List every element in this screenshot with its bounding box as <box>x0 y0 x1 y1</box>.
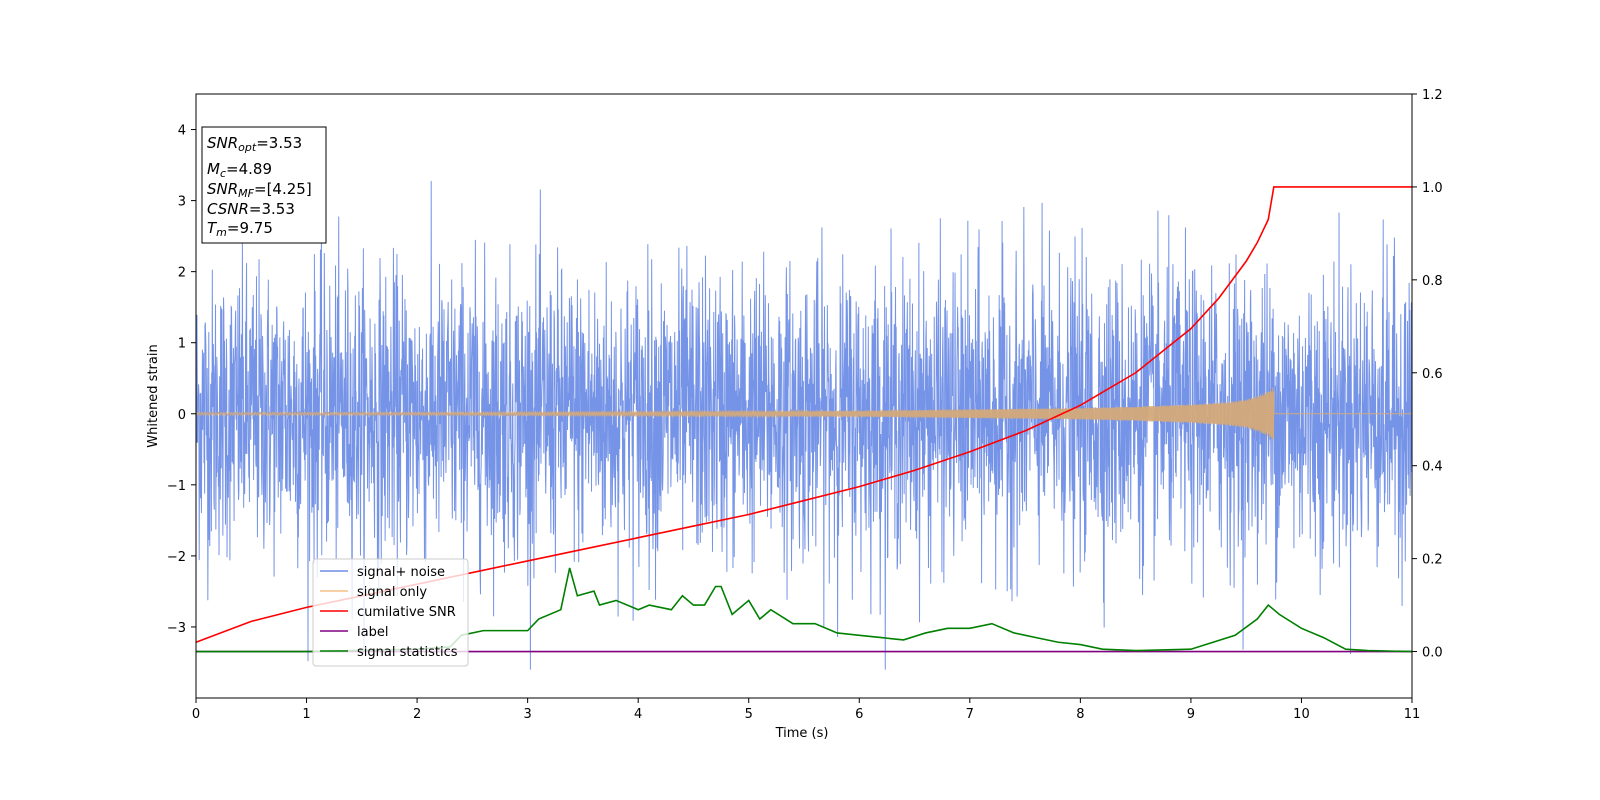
x-tick-label: 4 <box>634 707 642 722</box>
x-tick-label: 11 <box>1404 707 1421 722</box>
y-tick-label: 2 <box>178 266 186 281</box>
y-tick-label: 1 <box>178 337 186 352</box>
legend-label-label: label <box>357 625 388 640</box>
x-tick-label: 0 <box>192 707 200 722</box>
legend-entry-signal-only: signal only <box>320 585 427 600</box>
x-tick-label: 7 <box>966 707 974 722</box>
y2-tick-label: 0.4 <box>1422 460 1443 475</box>
info-snr-mf: SNRMF=[4.25] <box>207 180 312 200</box>
y2-tick-label: 0.6 <box>1422 367 1443 382</box>
x-tick-label: 2 <box>413 707 421 722</box>
y-tick-label: −2 <box>167 550 186 565</box>
series-signal-noise <box>196 181 1412 670</box>
legend-label-signal-statistics: signal statistics <box>357 645 458 660</box>
y-axis: −3 −2 −1 0 1 2 3 4 <box>167 124 196 636</box>
plot-frame <box>195 93 1413 699</box>
y-tick-label: 0 <box>178 408 186 423</box>
y-tick-label: 4 <box>178 124 186 139</box>
info-tm: Tm=9.75 <box>207 219 273 239</box>
series-signal-statistics <box>196 567 1412 653</box>
info-box: SNRopt=3.53 Mc=4.89 SNRMF=[4.25] CSNR=3.… <box>201 126 327 244</box>
x-tick-label: 3 <box>523 707 531 722</box>
y-tick-label: −3 <box>167 621 186 636</box>
legend-label-signal-only: signal only <box>357 585 427 600</box>
legend: signal+ noise signal only cumilative SNR… <box>312 558 469 667</box>
info-csnr: CSNR=3.53 <box>207 200 295 218</box>
y2-tick-label: 0.0 <box>1422 646 1443 661</box>
y-tick-label: −1 <box>167 479 186 494</box>
legend-entry-signal-statistics: signal statistics <box>320 645 458 660</box>
y-axis-label: Whitened strain <box>146 344 161 447</box>
x-tick-label: 9 <box>1187 707 1195 722</box>
legend-label-signal-noise: signal+ noise <box>357 565 445 580</box>
y2-tick-label: 1.0 <box>1422 181 1443 196</box>
y2-tick-label: 0.2 <box>1422 553 1443 568</box>
legend-label-cumulative-snr: cumilative SNR <box>357 605 456 620</box>
series-signal-only <box>196 387 1412 440</box>
x-tick-label: 5 <box>745 707 753 722</box>
y-tick-label: 3 <box>178 195 186 210</box>
legend-entry-label: label <box>320 625 388 640</box>
y2-tick-label: 1.2 <box>1422 88 1443 103</box>
info-mc: Mc=4.89 <box>207 160 272 180</box>
x-axis: 0 1 2 3 4 5 6 7 8 9 10 11 <box>192 698 1420 722</box>
x-tick-label: 8 <box>1076 707 1084 722</box>
x-tick-label: 6 <box>855 707 863 722</box>
legend-entry-signal-noise: signal+ noise <box>320 565 445 580</box>
x-axis-label: Time (s) <box>775 726 829 741</box>
y2-tick-label: 0.8 <box>1422 274 1443 289</box>
legend-entry-cumulative-snr: cumilative SNR <box>320 605 456 620</box>
info-snr-opt: SNRopt=3.53 <box>207 134 302 154</box>
x-tick-label: 10 <box>1293 707 1310 722</box>
y2-axis: 0.0 0.2 0.4 0.6 0.8 1.0 1.2 <box>1412 88 1443 661</box>
x-tick-label: 1 <box>302 707 310 722</box>
